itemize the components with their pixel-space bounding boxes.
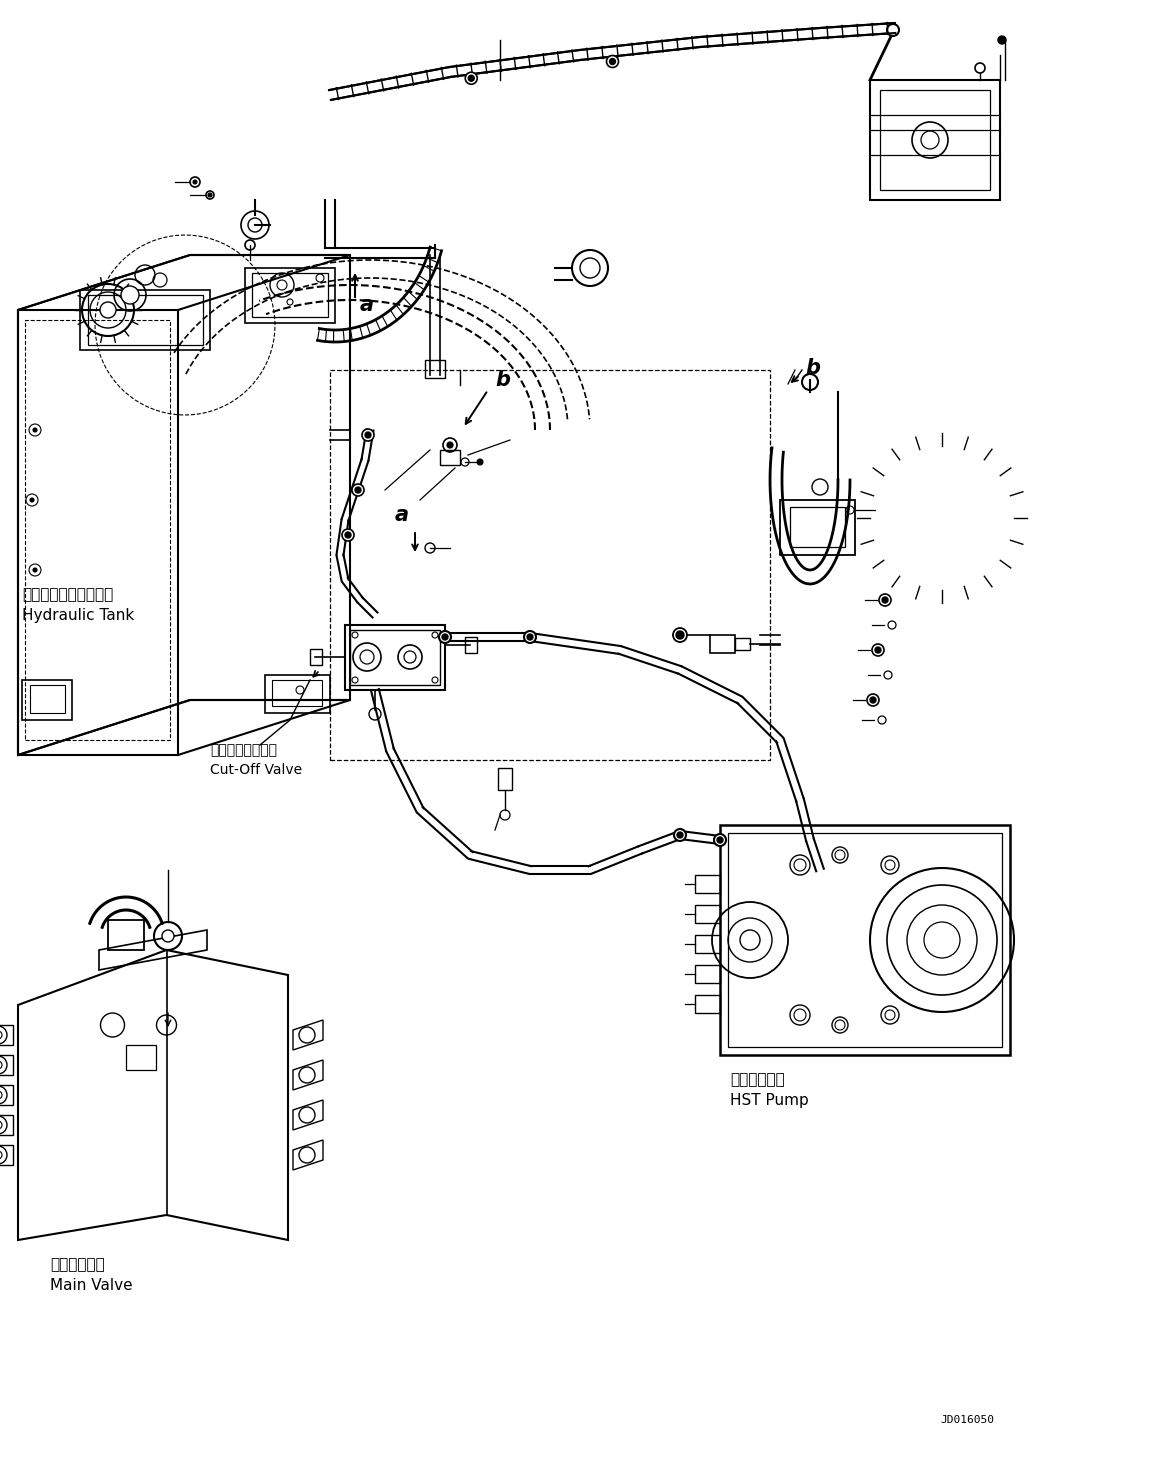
Bar	[498, 768, 512, 790]
Circle shape	[342, 529, 354, 541]
Text: a: a	[395, 504, 409, 525]
Bar	[465, 637, 477, 653]
Text: HST Pump: HST Pump	[730, 1092, 808, 1108]
Circle shape	[740, 930, 760, 951]
Circle shape	[676, 631, 684, 639]
Bar	[779, 500, 856, 555]
Bar	[695, 965, 719, 983]
Bar	[734, 639, 749, 650]
Text: カットオフバルブ: カットオフバルブ	[210, 744, 277, 757]
Circle shape	[366, 432, 371, 437]
Circle shape	[352, 484, 364, 496]
Circle shape	[998, 36, 1007, 44]
Circle shape	[447, 442, 453, 448]
Circle shape	[100, 302, 116, 318]
Bar	[790, 507, 845, 547]
Bar	[310, 649, 322, 665]
Circle shape	[33, 569, 37, 572]
Circle shape	[714, 834, 726, 846]
Circle shape	[871, 697, 876, 703]
Circle shape	[677, 833, 683, 838]
Circle shape	[887, 23, 899, 36]
Bar	[265, 675, 330, 713]
Bar	[330, 370, 770, 760]
Text: Cut-Off Valve: Cut-Off Valve	[210, 763, 302, 777]
Bar	[22, 679, 71, 720]
Text: b: b	[495, 370, 510, 389]
Circle shape	[121, 286, 140, 305]
Polygon shape	[700, 28, 821, 47]
Text: ＨＳＴポンプ: ＨＳＴポンプ	[730, 1073, 785, 1088]
Bar	[126, 1045, 156, 1070]
Bar	[30, 685, 65, 713]
Bar	[728, 833, 1002, 1047]
Circle shape	[248, 219, 262, 232]
Circle shape	[875, 647, 881, 653]
Bar	[253, 273, 327, 316]
Circle shape	[193, 179, 197, 184]
Circle shape	[717, 837, 723, 843]
Circle shape	[879, 593, 891, 607]
Bar	[108, 920, 144, 951]
Bar	[695, 875, 719, 892]
Circle shape	[675, 830, 686, 841]
Bar	[719, 825, 1010, 1056]
Polygon shape	[820, 23, 896, 38]
Circle shape	[208, 192, 212, 197]
Bar	[695, 994, 719, 1013]
Bar	[880, 90, 990, 190]
Circle shape	[439, 631, 451, 643]
Circle shape	[345, 532, 351, 538]
Circle shape	[355, 487, 361, 493]
Circle shape	[527, 634, 533, 640]
Circle shape	[468, 76, 474, 82]
Circle shape	[882, 596, 888, 604]
Circle shape	[362, 429, 374, 440]
Bar	[272, 679, 322, 706]
Bar	[425, 360, 445, 378]
Circle shape	[872, 644, 884, 656]
Text: Main Valve: Main Valve	[50, 1277, 133, 1292]
Circle shape	[33, 429, 37, 432]
Bar	[871, 80, 1000, 200]
Circle shape	[163, 930, 174, 942]
Circle shape	[477, 459, 483, 465]
Polygon shape	[580, 36, 701, 60]
Bar	[351, 630, 440, 685]
Text: Hydraulic Tank: Hydraulic Tank	[22, 608, 134, 623]
Text: JD016050: JD016050	[940, 1416, 994, 1424]
Circle shape	[610, 58, 616, 64]
Circle shape	[30, 499, 33, 502]
Circle shape	[606, 55, 618, 67]
Text: ハイドロリックタンク: ハイドロリックタンク	[22, 588, 113, 602]
Text: a: a	[360, 295, 374, 315]
Bar	[88, 295, 203, 346]
Bar	[695, 935, 719, 954]
Bar	[80, 290, 210, 350]
Bar	[710, 636, 734, 653]
Circle shape	[867, 694, 879, 706]
Bar	[244, 268, 336, 324]
Bar	[345, 625, 445, 690]
Circle shape	[442, 634, 449, 640]
Bar	[25, 319, 169, 741]
Circle shape	[466, 73, 477, 85]
Circle shape	[523, 631, 536, 643]
Text: メインバルブ: メインバルブ	[50, 1257, 105, 1273]
Bar	[440, 451, 460, 465]
Polygon shape	[329, 67, 451, 101]
Bar	[695, 905, 719, 923]
Circle shape	[673, 628, 687, 642]
Polygon shape	[450, 50, 581, 77]
Text: b: b	[805, 359, 820, 378]
